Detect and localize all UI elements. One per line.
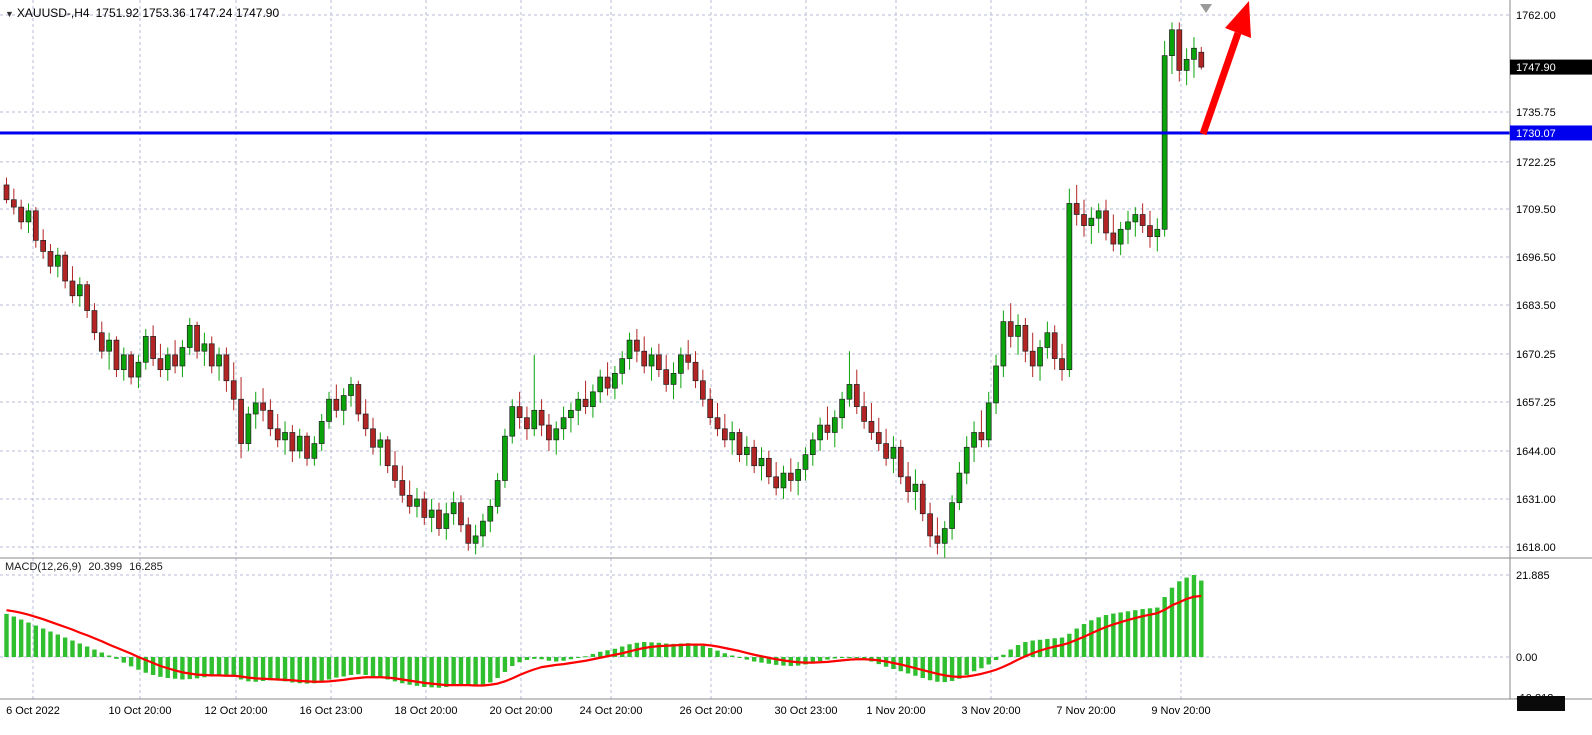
svg-text:0.00: 0.00 xyxy=(1516,652,1537,664)
trend-arrow-line[interactable] xyxy=(1199,31,1242,136)
svg-text:10 Oct 20:00: 10 Oct 20:00 xyxy=(109,705,172,717)
symbol-dropdown-icon[interactable]: ▼ xyxy=(5,9,14,19)
svg-text:1631.00: 1631.00 xyxy=(1516,494,1556,506)
svg-text:1747.90: 1747.90 xyxy=(1516,62,1556,74)
svg-text:1709.50: 1709.50 xyxy=(1516,204,1556,216)
object-anchor-icon xyxy=(1200,4,1212,13)
svg-text:1696.50: 1696.50 xyxy=(1516,252,1556,264)
svg-text:1644.00: 1644.00 xyxy=(1516,446,1556,458)
svg-text:16 Oct 23:00: 16 Oct 23:00 xyxy=(300,705,363,717)
svg-text:1722.25: 1722.25 xyxy=(1516,157,1556,169)
svg-text:18 Oct 20:00: 18 Oct 20:00 xyxy=(395,705,458,717)
macd-main-value: 20.399 xyxy=(88,561,123,573)
svg-text:30 Oct 23:00: 30 Oct 23:00 xyxy=(775,705,838,717)
svg-text:3 Nov 20:00: 3 Nov 20:00 xyxy=(961,705,1020,717)
svg-text:20 Oct 20:00: 20 Oct 20:00 xyxy=(490,705,553,717)
macd-name: MACD(12,26,9) xyxy=(5,561,82,573)
svg-text:6 Oct 2022: 6 Oct 2022 xyxy=(6,705,60,717)
ohlc-readout: 1751.92 1753.36 1747.24 1747.90 xyxy=(95,6,280,20)
trend-arrow-head-icon[interactable] xyxy=(1225,1,1251,38)
svg-text:12 Oct 20:00: 12 Oct 20:00 xyxy=(205,705,268,717)
svg-text:1730.07: 1730.07 xyxy=(1516,128,1556,140)
svg-text:26 Oct 20:00: 26 Oct 20:00 xyxy=(680,705,743,717)
svg-text:21.885: 21.885 xyxy=(1516,570,1550,582)
bottom-right-black-bar xyxy=(1517,696,1565,711)
svg-text:1735.75: 1735.75 xyxy=(1516,107,1556,119)
svg-text:1 Nov 20:00: 1 Nov 20:00 xyxy=(866,705,925,717)
macd-signal-line xyxy=(6,594,1202,687)
svg-text:1670.25: 1670.25 xyxy=(1516,349,1556,361)
horizontal-line-1730[interactable] xyxy=(0,131,1510,135)
symbol-period-label: XAUUSD-,H4 xyxy=(16,6,90,20)
macd-histogram xyxy=(4,575,1204,688)
macd-signal-value: 16.285 xyxy=(129,561,163,573)
svg-text:9 Nov 20:00: 9 Nov 20:00 xyxy=(1151,705,1210,717)
svg-text:1762.00: 1762.00 xyxy=(1516,10,1556,22)
svg-text:1683.50: 1683.50 xyxy=(1516,300,1556,312)
svg-text:7 Nov 20:00: 7 Nov 20:00 xyxy=(1056,705,1115,717)
bid-price-badge xyxy=(1510,59,1592,75)
hline-price-badge xyxy=(1510,125,1592,141)
macd-indicator-label: MACD(12,26,9) 20.399 16.285 xyxy=(5,561,170,573)
svg-text:24 Oct 20:00: 24 Oct 20:00 xyxy=(580,705,643,717)
svg-text:1657.25: 1657.25 xyxy=(1516,397,1556,409)
candles[interactable] xyxy=(3,22,1205,559)
svg-text:1618.00: 1618.00 xyxy=(1516,542,1556,554)
chart-title: ▼ XAUUSD-,H4 1751.92 1753.36 1747.24 1747.… xyxy=(5,6,279,20)
